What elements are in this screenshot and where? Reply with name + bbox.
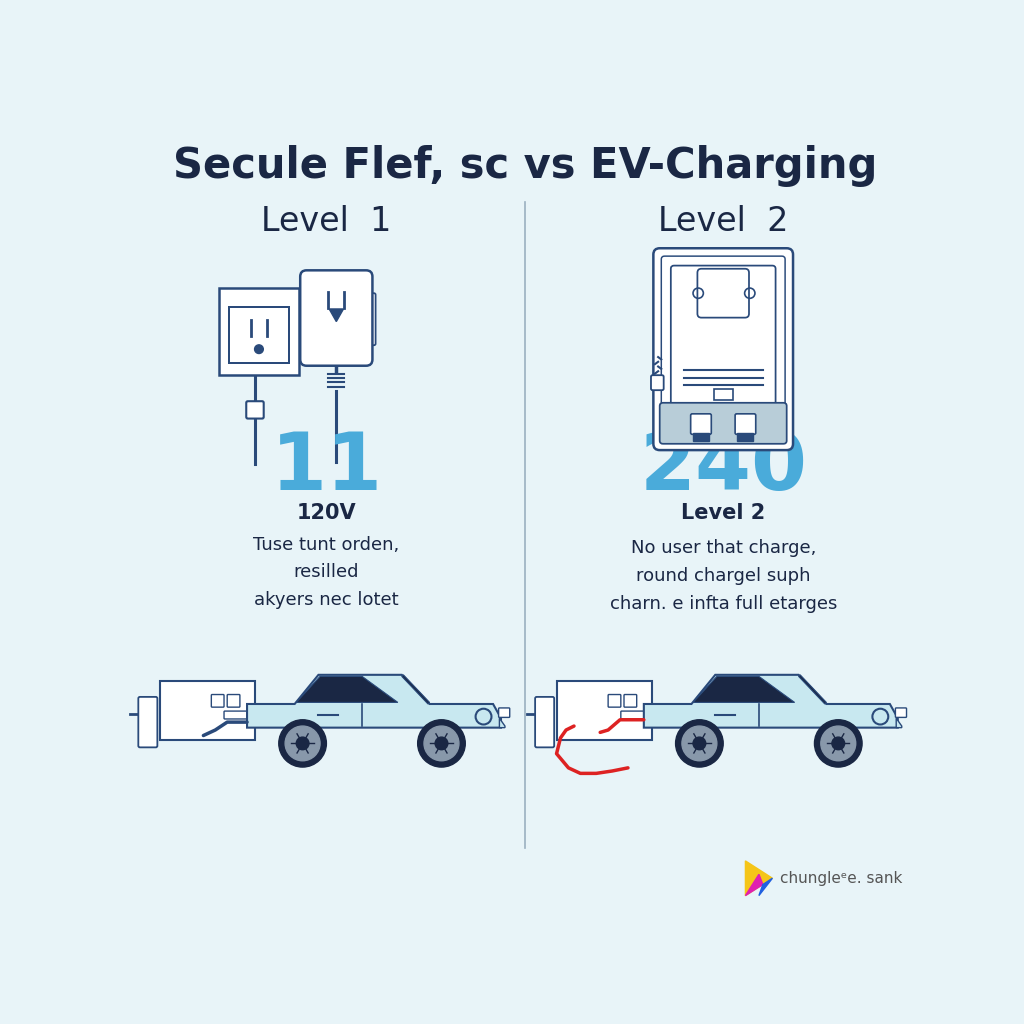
FancyBboxPatch shape: [300, 270, 373, 366]
Text: Level  2: Level 2: [658, 205, 788, 238]
FancyBboxPatch shape: [659, 402, 786, 443]
FancyBboxPatch shape: [557, 681, 652, 740]
Polygon shape: [329, 309, 343, 322]
Text: Level  1: Level 1: [261, 205, 391, 238]
FancyBboxPatch shape: [160, 681, 255, 740]
Text: Level 2: Level 2: [681, 503, 765, 523]
Polygon shape: [745, 861, 772, 896]
Polygon shape: [693, 677, 795, 702]
FancyBboxPatch shape: [211, 694, 224, 708]
FancyBboxPatch shape: [228, 306, 289, 364]
FancyBboxPatch shape: [653, 248, 793, 451]
Text: No user that charge,
round chargel suph
charn. e infta full etarges: No user that charge, round chargel suph …: [609, 540, 837, 613]
Circle shape: [279, 720, 327, 767]
Circle shape: [255, 345, 263, 353]
Text: Secule Flef, sc vs EV-Charging: Secule Flef, sc vs EV-Charging: [173, 145, 877, 187]
Polygon shape: [401, 675, 430, 703]
FancyBboxPatch shape: [737, 433, 754, 440]
Circle shape: [285, 726, 321, 761]
FancyBboxPatch shape: [651, 375, 664, 390]
Circle shape: [424, 726, 459, 761]
FancyBboxPatch shape: [735, 414, 756, 434]
FancyBboxPatch shape: [690, 414, 712, 434]
FancyBboxPatch shape: [138, 697, 158, 748]
Text: Tuse tunt orden,
resilled
akyers nec lotet: Tuse tunt orden, resilled akyers nec lot…: [253, 536, 399, 609]
Polygon shape: [247, 675, 501, 728]
FancyBboxPatch shape: [499, 708, 510, 718]
Circle shape: [814, 720, 862, 767]
FancyBboxPatch shape: [608, 694, 621, 708]
Text: chungleᵉe. sank: chungleᵉe. sank: [780, 870, 903, 886]
FancyBboxPatch shape: [246, 401, 264, 419]
FancyBboxPatch shape: [227, 694, 240, 708]
FancyBboxPatch shape: [895, 708, 906, 718]
FancyBboxPatch shape: [693, 433, 709, 440]
Polygon shape: [759, 879, 772, 896]
FancyBboxPatch shape: [299, 293, 309, 345]
Polygon shape: [896, 718, 902, 728]
Polygon shape: [296, 677, 397, 702]
Circle shape: [418, 720, 465, 767]
FancyBboxPatch shape: [621, 711, 645, 719]
Circle shape: [296, 737, 309, 750]
Circle shape: [831, 737, 845, 750]
Circle shape: [821, 726, 856, 761]
FancyBboxPatch shape: [224, 711, 248, 719]
Polygon shape: [745, 874, 763, 896]
Circle shape: [682, 726, 717, 761]
FancyBboxPatch shape: [536, 697, 554, 748]
Polygon shape: [799, 675, 826, 703]
FancyBboxPatch shape: [365, 293, 376, 345]
FancyBboxPatch shape: [624, 694, 637, 708]
FancyBboxPatch shape: [714, 388, 733, 399]
Text: 240: 240: [639, 429, 807, 507]
Circle shape: [676, 720, 723, 767]
Polygon shape: [500, 718, 505, 728]
Text: 120V: 120V: [297, 503, 356, 523]
FancyBboxPatch shape: [697, 268, 749, 317]
Polygon shape: [644, 675, 898, 728]
Circle shape: [435, 737, 447, 750]
FancyBboxPatch shape: [219, 289, 299, 375]
Circle shape: [693, 737, 706, 750]
Text: 11: 11: [270, 429, 382, 507]
FancyBboxPatch shape: [671, 265, 775, 406]
